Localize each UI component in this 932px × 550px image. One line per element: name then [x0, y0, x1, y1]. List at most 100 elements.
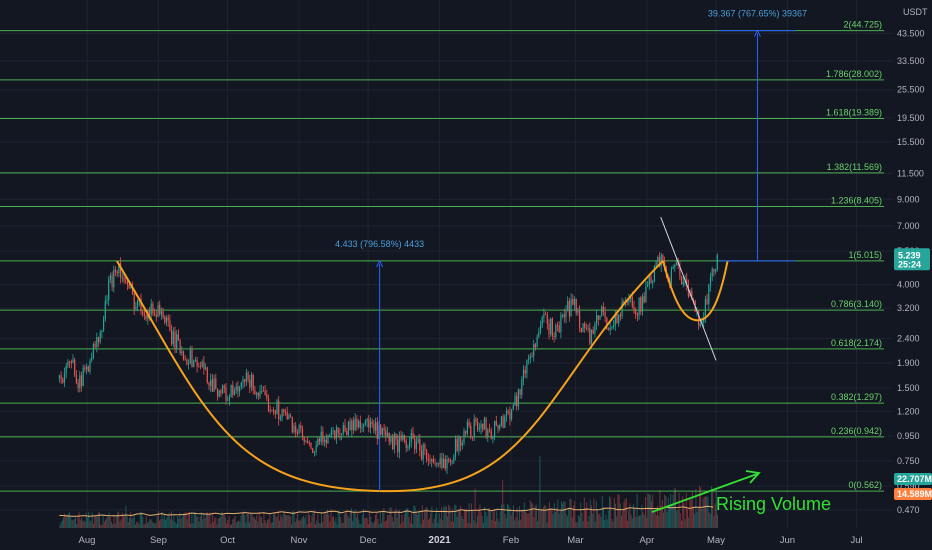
volume-bar [388, 515, 390, 528]
candle-body [330, 430, 332, 436]
x-tick-label: Apr [639, 535, 654, 546]
candle-body [356, 418, 358, 428]
candle-body [650, 276, 652, 284]
volume-bar [444, 507, 446, 528]
fib-label: 1.236(8.405) [831, 196, 882, 206]
volume-bar [580, 502, 582, 528]
volume-bar [287, 515, 289, 528]
candle-body [417, 439, 419, 442]
volume-bar [706, 495, 708, 528]
volume-bar [106, 518, 108, 528]
volume-bar [526, 512, 528, 528]
candle-body [63, 373, 66, 383]
candle-body [558, 325, 560, 333]
volume-bar [630, 514, 632, 528]
measure-arrowhead [376, 259, 384, 268]
candle-body [477, 421, 479, 430]
volume-bar [495, 521, 496, 528]
candle-body [601, 306, 603, 316]
volume-bar [249, 522, 250, 528]
volume-bar [151, 521, 153, 528]
volume-bar [660, 505, 662, 528]
volume-bar [305, 515, 307, 528]
volume-bar [427, 519, 429, 528]
volume-bar [618, 494, 620, 528]
candle-body [92, 344, 94, 358]
volume-bar [690, 499, 692, 528]
candle-body [245, 372, 247, 382]
volume-bar [77, 517, 79, 528]
volume-bar [372, 523, 374, 528]
volume-bar [366, 518, 368, 528]
candle-body [670, 269, 672, 284]
candle-body [436, 463, 438, 465]
volume-bar [478, 508, 480, 528]
candle-body [284, 412, 287, 413]
candle-body [109, 275, 111, 280]
volume-bar [76, 524, 78, 528]
volume-bar [417, 515, 418, 528]
candle-body [499, 425, 501, 429]
volume-bar [316, 520, 318, 528]
candle-body [301, 428, 304, 438]
volume-bar [472, 510, 474, 528]
volume-bar [648, 494, 650, 528]
candle-body [206, 367, 208, 383]
volume-bar [105, 519, 106, 528]
volume-bar [695, 489, 697, 528]
volume-bar [477, 515, 478, 528]
candle-body [244, 379, 246, 382]
volume-bar [63, 517, 64, 528]
candle-body [283, 409, 285, 412]
candle-body [113, 270, 115, 288]
volume-bar [515, 517, 517, 528]
volume-bar [100, 524, 102, 528]
candle-body [307, 441, 309, 443]
volume-bar [303, 515, 304, 528]
volume-bar [715, 489, 717, 528]
volume-bar [289, 516, 291, 528]
candle-body [565, 311, 567, 318]
volume-bar [406, 508, 408, 528]
volume-bar [329, 521, 331, 528]
candle-body [514, 395, 516, 406]
last-price-label: 5.239 [898, 250, 921, 260]
volume-bar [313, 510, 315, 528]
candle-body [279, 417, 281, 420]
volume-bar [571, 517, 573, 528]
candle-body [635, 310, 637, 314]
volume-bar [576, 522, 578, 528]
candle-body [441, 458, 443, 468]
fib-levels: 0(0.562) 0.236(0.942) 0.382(1.297) 0.618(2.… [0, 20, 884, 492]
candle-body [512, 405, 514, 410]
candle-body [196, 359, 198, 367]
candle-body [369, 421, 372, 428]
volume-bar [288, 515, 290, 528]
volume-bar [687, 509, 688, 528]
candle-body [87, 366, 89, 372]
volume-bar [270, 523, 272, 528]
fib-label: 1.618(19.389) [826, 108, 882, 118]
candle-body [403, 435, 406, 441]
x-tick-label: Nov [291, 535, 308, 546]
volume-bar [129, 518, 130, 528]
candle-body [254, 390, 256, 395]
candle-body [346, 431, 348, 436]
candle-body [167, 317, 169, 321]
candle-body [614, 313, 616, 325]
volume-bar [463, 509, 465, 528]
volume-bar [425, 507, 427, 528]
candle-body [150, 303, 152, 315]
volume-bar [347, 515, 349, 528]
y-tick-label: 0.950 [897, 431, 920, 441]
y-tick-label: 0.750 [897, 456, 920, 466]
y-tick-label: 4.000 [897, 280, 920, 290]
candle-body [257, 392, 259, 397]
candle-body [686, 278, 688, 285]
x-tick-label: Oct [220, 535, 235, 546]
volume-bar [657, 505, 658, 528]
candle-body [327, 435, 329, 444]
volume-bar [381, 522, 382, 528]
volume-bar [184, 512, 186, 528]
